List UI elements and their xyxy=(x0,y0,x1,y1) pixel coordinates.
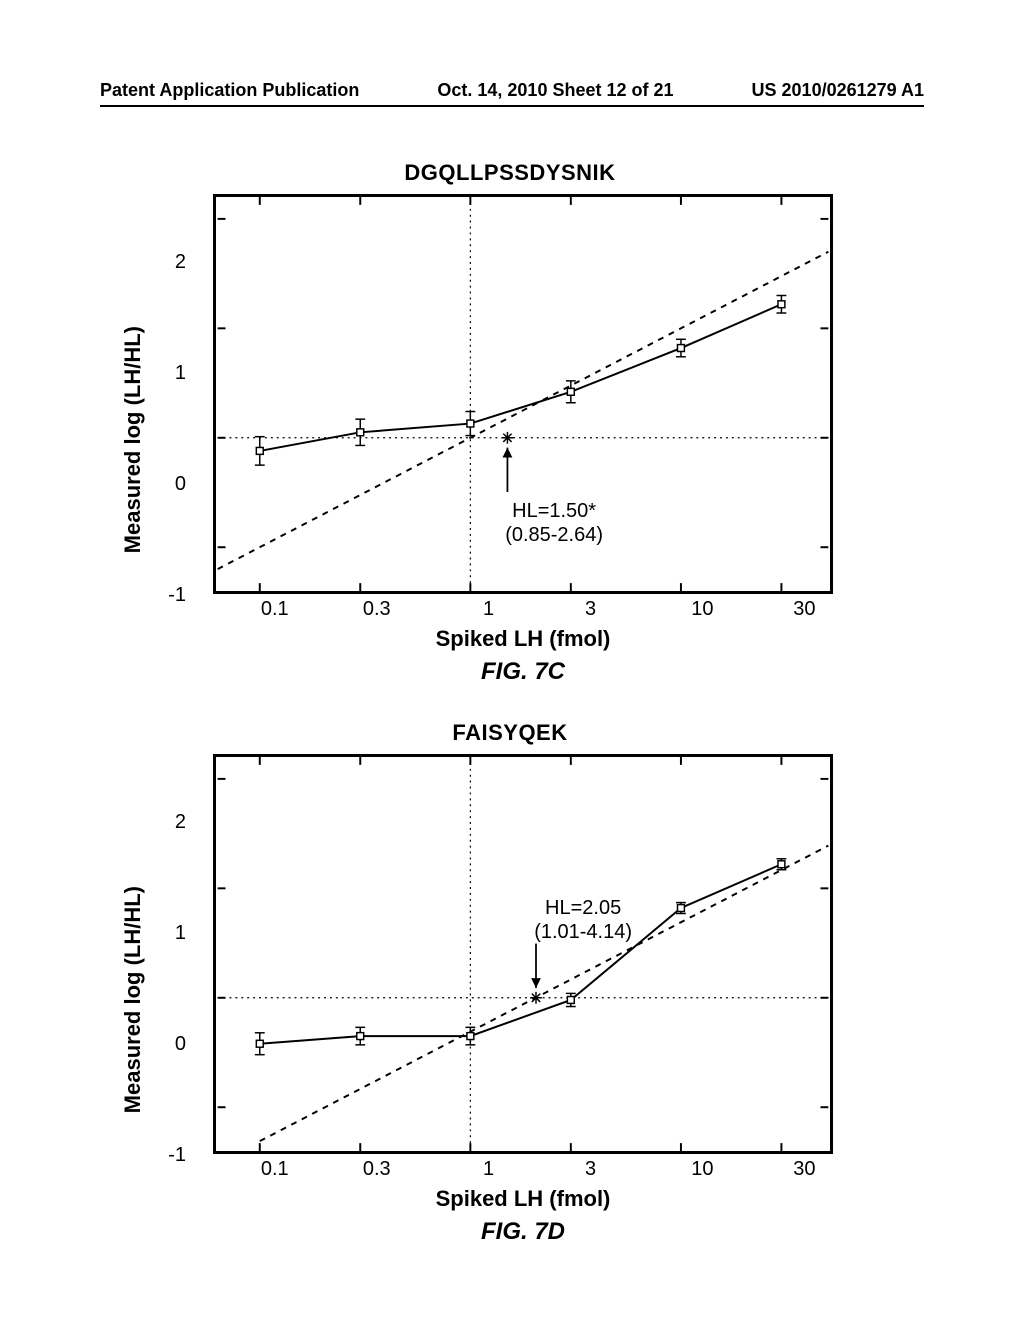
chart-7c-xlabel: Spiked LH (fmol) xyxy=(436,626,611,652)
chart-7c-yticks: 210-1 xyxy=(156,240,186,640)
page-header: Patent Application Publication Oct. 14, … xyxy=(0,80,1024,101)
chart-7d-svg xyxy=(216,757,830,1151)
annot-line1: HL=2.05 xyxy=(534,896,632,920)
chart-7c: DGQLLPSSDYSNIK Measured log (LH/HL) 210-… xyxy=(120,160,900,686)
chart-7d-yticks: 210-1 xyxy=(156,800,186,1200)
annot-line2: (1.01-4.14) xyxy=(534,920,632,944)
chart-7c-figlabel: FIG. 7C xyxy=(481,658,565,686)
chart-7c-annotation: HL=1.50* (0.85-2.64) xyxy=(505,499,603,547)
chart-7d-plotarea: HL=2.05 (1.01-4.14) xyxy=(213,754,833,1154)
header-center: Oct. 14, 2010 Sheet 12 of 21 xyxy=(437,80,673,101)
chart-7d-xticks: 0.10.3131030 xyxy=(232,1158,852,1184)
header-left: Patent Application Publication xyxy=(100,80,359,101)
chart-7d-title: FAISYQEK xyxy=(120,720,900,746)
chart-7d-figlabel: FIG. 7D xyxy=(481,1218,565,1246)
annot-line1: HL=1.50* xyxy=(505,499,603,523)
chart-7c-plotarea: HL=1.50* (0.85-2.64) xyxy=(213,194,833,594)
chart-7d-annotation: HL=2.05 (1.01-4.14) xyxy=(534,896,632,944)
chart-7c-ylabel: Measured log (LH/HL) xyxy=(120,326,146,553)
chart-7c-xticks: 0.10.3131030 xyxy=(232,598,852,624)
annot-line2: (0.85-2.64) xyxy=(505,523,603,547)
chart-7c-title: DGQLLPSSDYSNIK xyxy=(120,160,900,186)
chart-7d-xlabel: Spiked LH (fmol) xyxy=(436,1186,611,1212)
chart-7d-ylabel: Measured log (LH/HL) xyxy=(120,886,146,1113)
header-rule xyxy=(100,105,924,107)
chart-7d: FAISYQEK Measured log (LH/HL) 210-1 HL=2… xyxy=(120,720,900,1246)
header-right: US 2010/0261279 A1 xyxy=(752,80,924,101)
